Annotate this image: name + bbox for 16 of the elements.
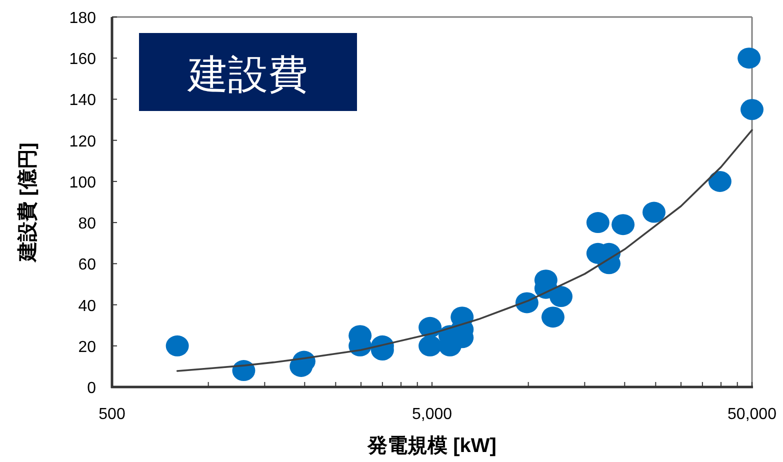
x-tick-label: 50,000: [728, 406, 777, 423]
y-tick-label: 120: [69, 133, 96, 150]
y-tick-label: 100: [69, 174, 96, 192]
y-tick-label: 60: [78, 256, 96, 274]
x-tick-label: 5,000: [412, 406, 452, 423]
y-tick-label: 80: [78, 216, 96, 233]
y-tick-label: 160: [69, 51, 96, 68]
y-tick-label: 180: [69, 10, 96, 27]
x-tick-label: 500: [98, 406, 126, 423]
x-axis-title: 発電規模 [kW]: [366, 435, 496, 457]
text: 建設費: [187, 52, 308, 98]
y-tick-label: 20: [78, 338, 96, 356]
y-axis-title: 建設費 [億円]: [16, 142, 39, 264]
y-tick-label: 0: [87, 380, 96, 397]
y-tick-label: 140: [69, 92, 96, 110]
y-tick-label: 40: [78, 298, 96, 315]
